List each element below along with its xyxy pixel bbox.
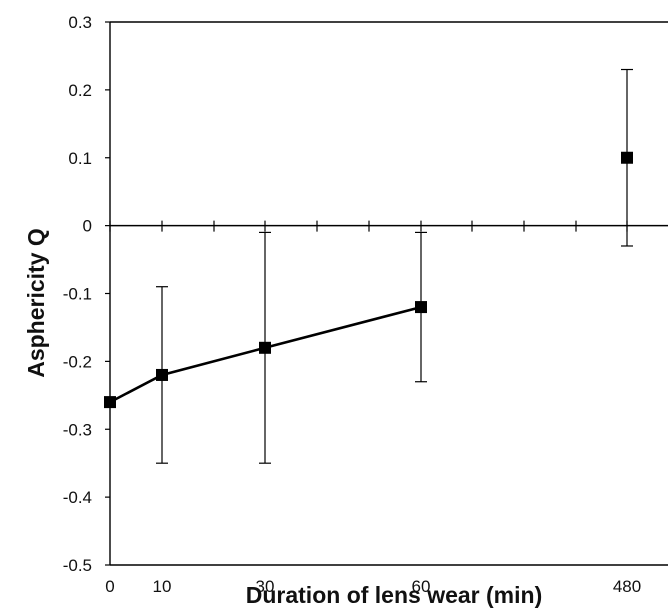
y-axis: [105, 21, 111, 566]
data-point: [104, 396, 116, 409]
data-markers: [104, 151, 633, 409]
y-tick-label: 0.1: [68, 149, 92, 168]
x-tick-label: 0: [105, 577, 114, 596]
y-tick-label: 0.3: [68, 13, 92, 32]
series-line: [109, 305, 422, 404]
data-point: [621, 151, 633, 164]
y-tick-label: -0.5: [63, 556, 92, 575]
y-tick-label: -0.1: [63, 285, 92, 304]
y-tick-label: 0.2: [68, 81, 92, 100]
error-bars: [156, 68, 633, 464]
y-tick-label: -0.2: [63, 352, 92, 371]
plot-frame: [110, 21, 668, 566]
x-axis-zero-line: [109, 220, 668, 232]
y-tick-label: -0.4: [63, 488, 92, 507]
x-axis-title: Duration of lens wear (min): [246, 582, 542, 608]
data-point: [156, 368, 168, 381]
x-tick-label: 30: [256, 577, 275, 596]
series-polyline: [109, 305, 422, 404]
x-tick-label: 10: [153, 577, 172, 596]
x-tick-labels: 0 10 30 60 480: [105, 577, 641, 596]
y-tick-labels: 0.3 0.2 0.1 0 -0.1 -0.2 -0.3 -0.4 -0.5: [63, 13, 92, 575]
x-tick-label: 60: [412, 577, 431, 596]
y-tick-label: -0.3: [63, 420, 92, 439]
x-tick-label: 480: [613, 577, 641, 596]
y-tick-label: 0: [83, 217, 92, 236]
data-point: [415, 301, 427, 314]
data-point: [259, 341, 271, 354]
y-axis-title: Asphericity Q: [23, 228, 49, 378]
